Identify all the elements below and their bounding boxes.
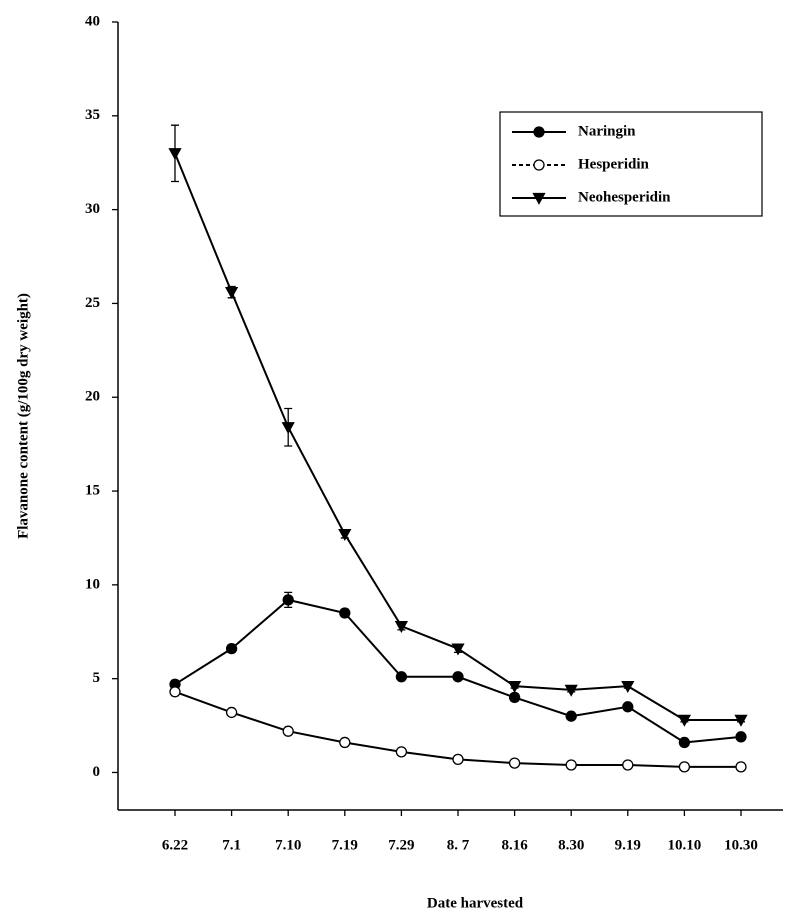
x-tick-label: 10.10 <box>668 837 702 853</box>
x-tick-label: 8.16 <box>501 837 528 853</box>
marker <box>622 759 634 771</box>
marker <box>533 159 545 171</box>
marker <box>282 725 294 737</box>
marker <box>564 684 578 697</box>
x-tick-label: 7.10 <box>275 837 301 853</box>
marker <box>168 148 182 161</box>
x-tick-label: 7.1 <box>222 837 241 853</box>
x-tick-label: 8.30 <box>558 837 584 853</box>
marker <box>622 701 634 713</box>
y-tick-label: 5 <box>93 670 101 686</box>
marker <box>451 643 465 656</box>
line <box>174 152 741 721</box>
marker <box>678 736 691 749</box>
marker <box>225 642 238 655</box>
y-tick-label: 25 <box>85 295 100 311</box>
legend-label: Neohesperidin <box>578 189 671 205</box>
marker <box>735 761 747 773</box>
marker <box>339 607 351 619</box>
x-tick-label: 8. 7 <box>447 837 470 853</box>
marker <box>565 710 577 722</box>
marker <box>678 761 691 773</box>
marker <box>508 691 521 704</box>
y-tick-label: 35 <box>85 107 100 123</box>
marker <box>395 746 408 758</box>
x-axis-title: Date harvested <box>427 895 524 911</box>
marker <box>281 422 295 435</box>
marker <box>225 706 238 719</box>
x-tick-label: 6.22 <box>162 837 188 853</box>
marker <box>452 671 464 683</box>
marker <box>452 753 464 765</box>
marker <box>735 731 747 743</box>
marker <box>282 594 294 606</box>
marker <box>677 714 691 727</box>
marker <box>508 757 521 769</box>
marker <box>734 714 748 727</box>
y-axis-title: Flavanone content (g/100g dry weight) <box>15 293 31 539</box>
y-tick-label: 0 <box>93 764 101 780</box>
legend-label: Hesperidin <box>578 156 649 172</box>
marker <box>565 759 577 771</box>
x-tick-label: 7.29 <box>388 837 414 853</box>
legend-label: Naringin <box>578 123 636 139</box>
marker <box>533 126 545 138</box>
marker <box>225 287 239 300</box>
y-tick-label: 40 <box>85 13 100 29</box>
marker <box>532 192 546 205</box>
x-tick-label: 10.30 <box>724 837 758 853</box>
marker <box>395 671 408 683</box>
y-tick-label: 15 <box>85 482 100 498</box>
marker <box>338 529 352 542</box>
marker <box>339 736 351 749</box>
marker <box>621 681 635 694</box>
y-tick-label: 30 <box>85 201 100 217</box>
y-tick-label: 10 <box>85 576 100 592</box>
marker <box>508 681 522 694</box>
x-tick-label: 7.19 <box>332 837 358 853</box>
marker <box>169 686 181 698</box>
x-tick-label: 9.19 <box>615 837 641 853</box>
marker <box>394 620 408 633</box>
y-tick-label: 20 <box>85 389 100 405</box>
